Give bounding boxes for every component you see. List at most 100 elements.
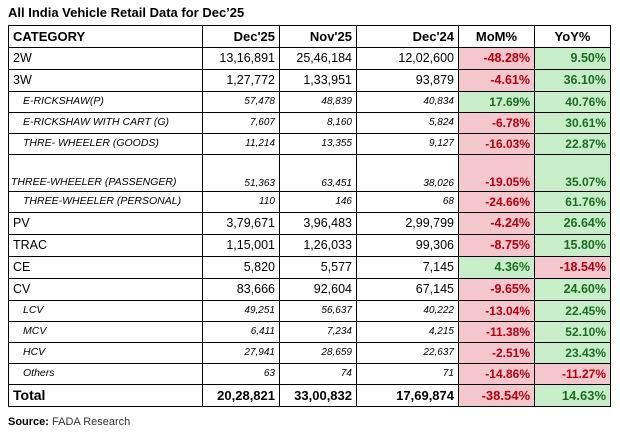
column-header: Dec'25 bbox=[202, 25, 280, 48]
category-cell: CV bbox=[8, 278, 203, 301]
mom-cell: -4.24% bbox=[458, 212, 535, 235]
category-cell: LCV bbox=[8, 300, 203, 322]
yoy-cell: -11.27% bbox=[534, 363, 611, 385]
table-row: E-RICKSHAW(P) 57,478 48,839 40,834 17.69… bbox=[8, 91, 611, 113]
mom-cell: -6.78% bbox=[458, 112, 535, 134]
nov25-cell: 28,659 bbox=[279, 342, 357, 364]
table-row: THREE-WHEELER (PASSENGER) 51,363 63,451 … bbox=[8, 154, 611, 192]
dec25-cell: 63 bbox=[202, 363, 280, 385]
category-cell: 2W bbox=[8, 47, 203, 70]
nov25-cell: 1,33,951 bbox=[279, 69, 357, 92]
nov25-cell: 1,26,033 bbox=[279, 234, 357, 257]
category-cell: PV bbox=[8, 212, 203, 235]
nov25-cell: 74 bbox=[279, 363, 357, 385]
nov25-cell: 33,00,832 bbox=[279, 384, 357, 407]
nov25-cell: 13,355 bbox=[279, 133, 357, 155]
yoy-cell: 61.76% bbox=[534, 191, 611, 213]
yoy-cell: 52.10% bbox=[534, 321, 611, 343]
dec24-cell: 40,222 bbox=[356, 300, 459, 322]
nov25-cell: 25,46,184 bbox=[279, 47, 357, 70]
dec25-cell: 5,820 bbox=[202, 256, 280, 279]
nov25-cell: 146 bbox=[279, 191, 357, 213]
nov25-cell: 56,637 bbox=[279, 300, 357, 322]
category-cell: E-RICKSHAW(P) bbox=[8, 91, 203, 113]
category-cell: THREE-WHEELER (PERSONAL) bbox=[8, 191, 203, 213]
dec25-cell: 3,79,671 bbox=[202, 212, 280, 235]
nov25-cell: 3,96,483 bbox=[279, 212, 357, 235]
dec25-cell: 13,16,891 bbox=[202, 47, 280, 70]
nov25-cell: 7,234 bbox=[279, 321, 357, 343]
category-cell: E-RICKSHAW WITH CART (G) bbox=[8, 112, 203, 134]
dec25-cell: 57,478 bbox=[202, 91, 280, 113]
mom-cell: 4.36% bbox=[458, 256, 535, 279]
dec24-cell: 40,834 bbox=[356, 91, 459, 113]
mom-cell: -4.61% bbox=[458, 69, 535, 92]
mom-cell: -19.05% bbox=[458, 154, 535, 192]
table-row: MCV 6,411 7,234 4,215 -11.38% 52.10% bbox=[8, 321, 611, 343]
dec25-cell: 6,411 bbox=[202, 321, 280, 343]
nov25-cell: 63,451 bbox=[279, 154, 357, 192]
column-header: MoM% bbox=[458, 25, 535, 48]
table-row: PV 3,79,671 3,96,483 2,99,799 -4.24% 26.… bbox=[8, 212, 611, 235]
nov25-cell: 5,577 bbox=[279, 256, 357, 279]
dec24-cell: 68 bbox=[356, 191, 459, 213]
category-cell: HCV bbox=[8, 342, 203, 364]
dec24-cell: 5,824 bbox=[356, 112, 459, 134]
table-row: THREE-WHEELER (PERSONAL) 110 146 68 -24.… bbox=[8, 191, 611, 213]
yoy-cell: 23.43% bbox=[534, 342, 611, 364]
category-cell: Others bbox=[8, 363, 203, 385]
category-cell: THREE-WHEELER (PASSENGER) bbox=[8, 154, 203, 192]
yoy-cell: 40.76% bbox=[534, 91, 611, 113]
yoy-cell: 30.61% bbox=[534, 112, 611, 134]
yoy-cell: 14.63% bbox=[534, 384, 611, 407]
table-row: 2W 13,16,891 25,46,184 12,02,600 -48.28%… bbox=[8, 47, 611, 70]
table-row: TRAC 1,15,001 1,26,033 99,306 -8.75% 15.… bbox=[8, 234, 611, 257]
nov25-cell: 92,604 bbox=[279, 278, 357, 301]
dec25-cell: 7,607 bbox=[202, 112, 280, 134]
category-cell: THRE- WHEELER (GOODS) bbox=[8, 133, 203, 155]
column-header: CATEGORY bbox=[8, 25, 203, 48]
header-row: CATEGORY Dec'25 Nov'25 Dec'24 MoM% YoY% bbox=[8, 25, 611, 48]
nov25-cell: 8,160 bbox=[279, 112, 357, 134]
source-note: Source: FADA Research bbox=[8, 416, 130, 428]
yoy-cell: 22.87% bbox=[534, 133, 611, 155]
total-row: Total 20,28,821 33,00,832 17,69,874 -38.… bbox=[8, 384, 611, 407]
yoy-cell: -18.54% bbox=[534, 256, 611, 279]
dec24-cell: 67,145 bbox=[356, 278, 459, 301]
yoy-cell: 22.45% bbox=[534, 300, 611, 322]
dec24-cell: 7,145 bbox=[356, 256, 459, 279]
category-cell: MCV bbox=[8, 321, 203, 343]
mom-cell: -14.86% bbox=[458, 363, 535, 385]
dec25-cell: 110 bbox=[202, 191, 280, 213]
yoy-cell: 15.80% bbox=[534, 234, 611, 257]
table-row: HCV 27,941 28,659 22,637 -2.51% 23.43% bbox=[8, 342, 611, 364]
dec25-cell: 83,666 bbox=[202, 278, 280, 301]
table-row: 3W 1,27,772 1,33,951 93,879 -4.61% 36.10… bbox=[8, 69, 611, 92]
table-row: E-RICKSHAW WITH CART (G) 7,607 8,160 5,8… bbox=[8, 112, 611, 134]
category-cell: CE bbox=[8, 256, 203, 279]
mom-cell: 17.69% bbox=[458, 91, 535, 113]
source-text: FADA Research bbox=[52, 416, 131, 428]
yoy-cell: 24.60% bbox=[534, 278, 611, 301]
category-cell: 3W bbox=[8, 69, 203, 92]
dec24-cell: 12,02,600 bbox=[356, 47, 459, 70]
dec25-cell: 49,251 bbox=[202, 300, 280, 322]
mom-cell: -38.54% bbox=[458, 384, 535, 407]
retail-data-table: CATEGORY Dec'25 Nov'25 Dec'24 MoM% YoY% … bbox=[8, 25, 611, 407]
table-row: THRE- WHEELER (GOODS) 11,214 13,355 9,12… bbox=[8, 133, 611, 155]
table-row: Others 63 74 71 -14.86% -11.27% bbox=[8, 363, 611, 385]
dec25-cell: 11,214 bbox=[202, 133, 280, 155]
column-header: YoY% bbox=[534, 25, 611, 48]
column-header: Dec'24 bbox=[356, 25, 459, 48]
dec24-cell: 17,69,874 bbox=[356, 384, 459, 407]
category-cell: TRAC bbox=[8, 234, 203, 257]
mom-cell: -8.75% bbox=[458, 234, 535, 257]
table-row: CV 83,666 92,604 67,145 -9.65% 24.60% bbox=[8, 278, 611, 301]
dec25-cell: 1,27,772 bbox=[202, 69, 280, 92]
mom-cell: -13.04% bbox=[458, 300, 535, 322]
yoy-cell: 35.07% bbox=[534, 154, 611, 192]
yoy-cell: 9.50% bbox=[534, 47, 611, 70]
table-row: CE 5,820 5,577 7,145 4.36% -18.54% bbox=[8, 256, 611, 279]
column-header: Nov'25 bbox=[279, 25, 357, 48]
dec24-cell: 38,026 bbox=[356, 154, 459, 192]
